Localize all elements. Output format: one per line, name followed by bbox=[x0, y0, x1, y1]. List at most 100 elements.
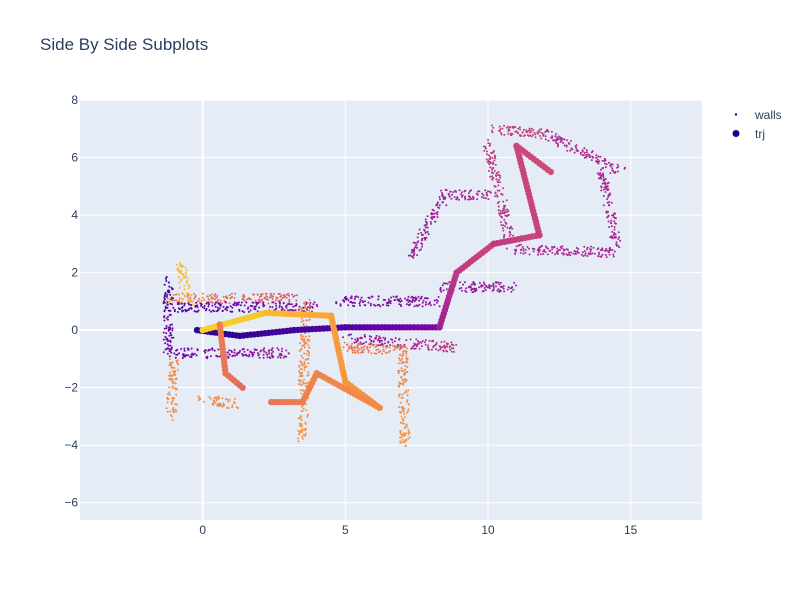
walls-point bbox=[211, 402, 214, 405]
walls-point bbox=[415, 246, 418, 249]
walls-point bbox=[428, 339, 431, 342]
walls-point bbox=[233, 401, 235, 404]
walls-point bbox=[424, 303, 427, 306]
legend-item-trj[interactable]: trj bbox=[732, 127, 766, 141]
walls-point bbox=[522, 128, 525, 131]
walls-point bbox=[403, 434, 406, 437]
walls-point bbox=[583, 147, 586, 150]
walls-point bbox=[485, 197, 487, 200]
walls-point bbox=[176, 361, 178, 364]
walls-point bbox=[171, 396, 174, 399]
walls-point bbox=[270, 296, 273, 299]
walls-point bbox=[246, 348, 249, 351]
walls-point bbox=[238, 309, 241, 312]
walls-point bbox=[279, 356, 282, 359]
walls-point bbox=[201, 296, 204, 299]
walls-point bbox=[491, 151, 494, 154]
walls-point bbox=[213, 400, 216, 403]
walls-point bbox=[171, 323, 173, 326]
walls-point bbox=[162, 300, 165, 303]
walls-point bbox=[372, 340, 375, 342]
walls-point bbox=[360, 296, 363, 299]
walls-point bbox=[414, 347, 417, 350]
walls-point bbox=[196, 304, 199, 307]
walls-point bbox=[502, 236, 505, 239]
walls-point bbox=[405, 347, 408, 350]
walls-point bbox=[164, 342, 167, 345]
walls-point bbox=[612, 169, 615, 172]
plot-area[interactable] bbox=[80, 99, 702, 520]
walls-point bbox=[231, 306, 234, 309]
walls-point bbox=[311, 305, 314, 308]
walls-point bbox=[492, 282, 495, 285]
walls-point bbox=[361, 343, 364, 345]
walls-point bbox=[271, 297, 274, 300]
walls-point bbox=[190, 304, 193, 307]
walls-point bbox=[401, 355, 404, 358]
walls-point bbox=[519, 243, 522, 246]
walls-point bbox=[403, 439, 406, 442]
walls-point bbox=[455, 190, 457, 193]
walls-point bbox=[187, 354, 190, 357]
walls-point bbox=[583, 151, 586, 154]
walls-point bbox=[350, 297, 353, 300]
walls-point bbox=[261, 293, 264, 295]
walls-point bbox=[242, 348, 245, 350]
walls-point bbox=[463, 281, 466, 284]
walls-point bbox=[431, 208, 434, 211]
walls-point bbox=[205, 302, 208, 305]
walls-point bbox=[607, 210, 610, 213]
walls-point bbox=[568, 142, 571, 145]
walls-point bbox=[483, 283, 486, 286]
walls-point bbox=[301, 344, 304, 347]
walls-point bbox=[183, 304, 186, 307]
walls-point bbox=[433, 303, 436, 306]
walls-point bbox=[503, 210, 506, 213]
walls-point bbox=[266, 356, 269, 359]
walls-point bbox=[597, 162, 600, 165]
walls-point bbox=[524, 248, 527, 251]
walls-point bbox=[491, 168, 494, 171]
walls-point bbox=[168, 291, 171, 294]
legend[interactable]: walls trj bbox=[732, 108, 782, 141]
walls-point bbox=[232, 354, 235, 357]
walls-point bbox=[303, 346, 306, 349]
walls-point bbox=[277, 349, 280, 351]
walls-point bbox=[610, 219, 613, 222]
walls-point bbox=[344, 295, 347, 298]
walls-point bbox=[430, 222, 433, 225]
walls-point bbox=[487, 286, 490, 289]
walls-point bbox=[357, 352, 360, 354]
walls-point bbox=[492, 172, 495, 175]
walls-point bbox=[185, 354, 188, 357]
walls-point bbox=[278, 304, 281, 307]
walls-point bbox=[218, 307, 221, 310]
walls-point bbox=[505, 247, 508, 250]
walls-point bbox=[282, 301, 285, 304]
walls-point bbox=[347, 299, 350, 302]
walls-point bbox=[306, 308, 308, 311]
walls-point bbox=[237, 407, 239, 410]
walls-point bbox=[303, 382, 306, 385]
walls-point bbox=[301, 317, 304, 320]
data-markers bbox=[162, 124, 626, 447]
walls-point bbox=[496, 195, 499, 198]
walls-point bbox=[561, 245, 564, 248]
walls-point bbox=[441, 192, 443, 194]
walls-point bbox=[555, 251, 558, 254]
legend-item-walls[interactable]: walls bbox=[734, 108, 782, 122]
walls-point bbox=[489, 162, 492, 165]
walls-point bbox=[403, 378, 406, 381]
walls-point bbox=[460, 191, 463, 194]
walls-point bbox=[489, 155, 492, 158]
walls-point bbox=[360, 351, 363, 354]
walls-point bbox=[239, 304, 242, 307]
walls-point bbox=[508, 235, 511, 237]
walls-point bbox=[269, 305, 271, 308]
walls-point bbox=[169, 414, 172, 417]
walls-point bbox=[389, 300, 392, 303]
walls-point bbox=[595, 156, 598, 159]
walls-point bbox=[350, 295, 353, 298]
walls-point bbox=[300, 320, 303, 323]
walls-point bbox=[362, 346, 365, 349]
